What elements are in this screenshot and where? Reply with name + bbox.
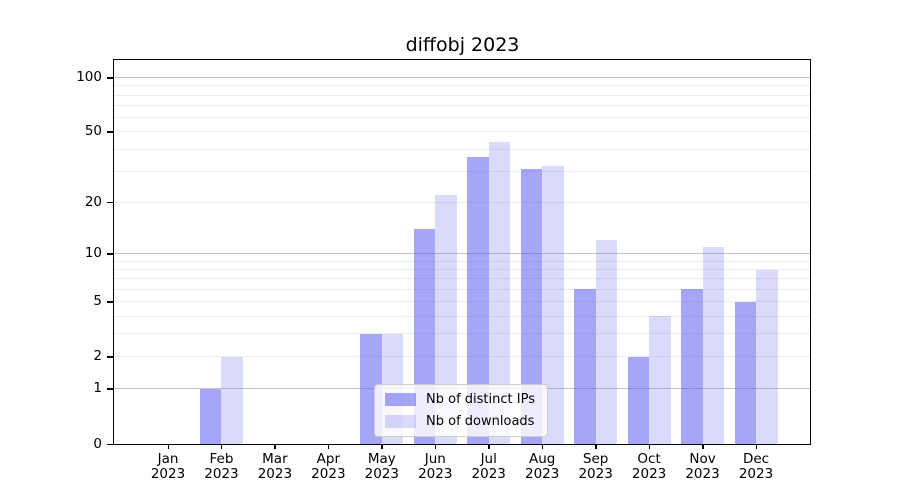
y-tick-label: 1: [93, 380, 102, 397]
bar-downloads: [649, 316, 671, 444]
x-tick-mark: [381, 445, 383, 449]
y-tick-label: 5: [93, 293, 102, 310]
x-tick-label: Dec 2023: [738, 451, 774, 482]
x-tick-label: Nov 2023: [685, 451, 720, 482]
x-tick-mark: [595, 445, 597, 449]
x-tick-label: Jun 2023: [418, 451, 453, 482]
y-tick-mark: [107, 301, 113, 303]
minor-gridline: [114, 278, 810, 280]
minor-gridline: [114, 301, 810, 303]
minor-gridline: [114, 333, 810, 335]
x-tick-label: Sep 2023: [578, 451, 613, 482]
minor-gridline: [114, 170, 810, 172]
bar-distinct-ips: [574, 289, 596, 444]
legend-item-distinct-ips: Nb of distinct IPs: [385, 391, 535, 408]
minor-gridline: [114, 148, 810, 150]
x-tick-mark: [434, 445, 437, 449]
bar-distinct-ips: [520, 168, 543, 444]
x-tick-mark: [327, 445, 330, 449]
bar-downloads: [221, 356, 243, 444]
bar-distinct-ips: [734, 301, 756, 444]
bar-distinct-ips: [627, 356, 650, 444]
minor-gridline: [114, 94, 810, 96]
major-gridline: [114, 77, 810, 79]
bar-distinct-ips: [681, 289, 703, 444]
bar-downloads: [488, 141, 511, 444]
x-tick-mark: [702, 445, 704, 449]
legend-box: Nb of distinct IPs Nb of downloads: [374, 384, 548, 437]
x-tick-label: Oct 2023: [631, 451, 667, 482]
minor-gridline: [114, 269, 810, 271]
y-tick-mark: [107, 388, 113, 390]
bar-downloads: [702, 246, 725, 444]
minor-gridline: [114, 201, 810, 203]
bar-distinct-ips: [199, 388, 222, 444]
y-tick-mark: [107, 131, 113, 133]
bar-downloads: [595, 240, 618, 444]
chart-title: diffobj 2023: [405, 34, 520, 56]
y-tick-mark: [107, 77, 113, 79]
x-tick-label: Jul 2023: [471, 451, 506, 482]
y-tick-label: 10: [84, 245, 102, 262]
legend-label-distinct-ips: Nb of distinct IPs: [426, 392, 535, 407]
major-gridline: [114, 253, 810, 255]
x-tick-mark: [541, 445, 544, 449]
x-tick-label: Apr 2023: [311, 451, 346, 482]
legend-label-downloads: Nb of downloads: [426, 414, 535, 429]
legend-swatch-distinct-ips: [385, 393, 417, 406]
minor-gridline: [114, 131, 810, 133]
minor-gridline: [114, 356, 810, 358]
minor-gridline: [114, 117, 810, 119]
minor-gridline: [114, 260, 810, 262]
x-tick-mark: [488, 445, 490, 449]
y-tick-label: 50: [84, 123, 102, 140]
y-tick-label: 2: [93, 348, 102, 365]
plot-area: [113, 59, 811, 445]
x-tick-label: Aug 2023: [524, 451, 560, 482]
minor-gridline: [114, 315, 810, 317]
y-tick-label: 100: [76, 69, 102, 86]
y-tick-mark: [107, 443, 113, 445]
y-tick-mark: [107, 201, 113, 204]
x-tick-mark: [220, 445, 223, 449]
x-tick-mark: [755, 445, 757, 449]
x-tick-mark: [648, 445, 651, 449]
y-tick-mark: [107, 356, 113, 358]
bar-downloads: [756, 269, 778, 444]
bar-downloads: [542, 166, 564, 444]
bar-downloads: [435, 195, 457, 444]
x-tick-mark: [274, 445, 276, 449]
x-tick-label: Feb 2023: [204, 451, 239, 482]
minor-gridline: [114, 85, 810, 87]
legend-item-downloads: Nb of downloads: [385, 413, 535, 430]
x-tick-mark: [167, 445, 169, 449]
legend-swatch-downloads: [385, 415, 417, 428]
bar-distinct-ips: [467, 157, 489, 444]
x-tick-label: Mar 2023: [257, 451, 293, 482]
x-tick-label: Jan 2023: [150, 451, 186, 482]
y-tick-label: 0: [93, 435, 102, 452]
x-tick-label: May 2023: [364, 451, 399, 482]
y-tick-mark: [107, 253, 113, 255]
minor-gridline: [114, 105, 810, 107]
minor-gridline: [114, 288, 810, 290]
y-tick-label: 20: [84, 193, 102, 210]
